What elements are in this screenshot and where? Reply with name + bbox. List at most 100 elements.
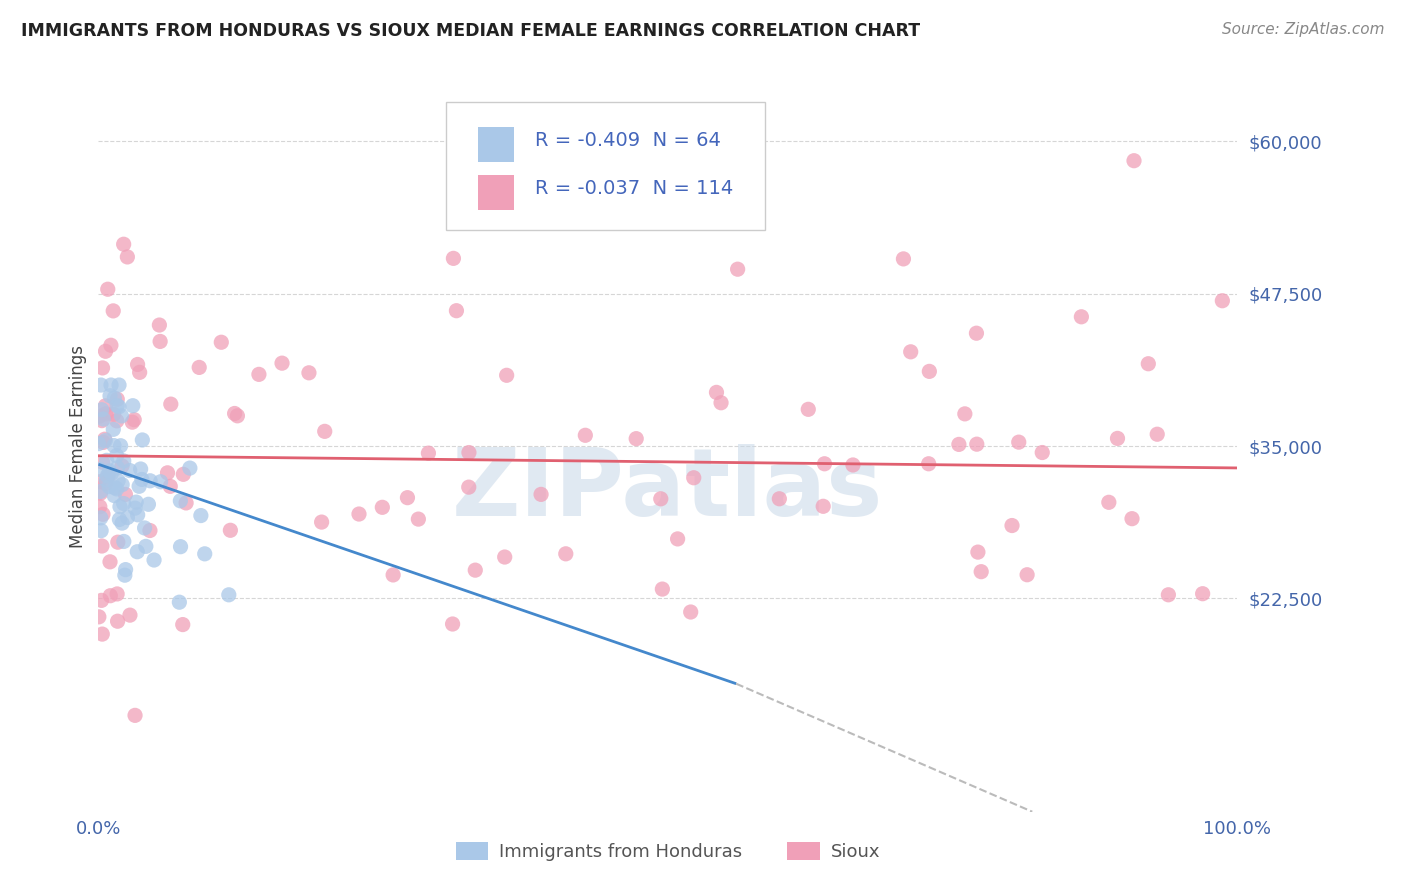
Point (530, 487, 553, 501)
Point (1137, 357, 1160, 371)
Point (103, 489, 125, 503)
Point (100, 338, 122, 352)
Point (128, 365, 150, 379)
Point (117, 510, 139, 524)
Point (127, 508, 149, 522)
Point (107, 614, 129, 628)
Point (90, 524, 112, 538)
Point (108, 400, 131, 414)
Point (298, 366, 321, 380)
Point (96, 453, 118, 467)
Point (91, 360, 114, 375)
Text: R = -0.409  N = 64: R = -0.409 N = 64 (534, 131, 720, 151)
Point (87, 610, 110, 624)
Point (94, 344, 117, 359)
Point (98, 589, 121, 603)
Point (271, 356, 294, 370)
Point (112, 534, 135, 549)
Point (495, 368, 517, 383)
Point (666, 532, 689, 546)
Point (89, 475, 111, 489)
Point (112, 497, 135, 511)
Point (90, 593, 112, 607)
Point (464, 563, 486, 577)
Point (118, 463, 141, 477)
Point (108, 378, 131, 392)
Point (108, 512, 131, 526)
Point (706, 385, 728, 400)
Point (218, 588, 240, 602)
Point (125, 495, 148, 509)
Text: Source: ZipAtlas.com: Source: ZipAtlas.com (1222, 22, 1385, 37)
Point (194, 547, 217, 561)
Point (371, 500, 394, 515)
Point (105, 587, 128, 601)
Point (190, 508, 212, 523)
Point (1070, 310, 1092, 324)
Point (226, 409, 249, 423)
Point (135, 540, 157, 554)
Point (94, 476, 117, 491)
Point (408, 512, 430, 526)
Point (91, 435, 114, 450)
Point (124, 501, 146, 516)
Point (98, 480, 121, 494)
Point (117, 250, 139, 264)
Point (457, 480, 479, 494)
Point (111, 477, 134, 491)
Point (948, 437, 970, 451)
Point (710, 396, 733, 410)
Point (89, 484, 111, 499)
Point (1031, 445, 1053, 459)
Point (139, 524, 162, 538)
Point (1008, 435, 1031, 450)
Point (149, 334, 172, 349)
Point (965, 326, 987, 341)
Point (107, 474, 129, 488)
Point (727, 262, 749, 277)
Point (650, 491, 672, 506)
Point (129, 462, 152, 476)
Point (118, 608, 141, 623)
Point (131, 472, 153, 486)
Point (1121, 511, 1143, 525)
Point (917, 457, 939, 471)
Point (100, 467, 122, 481)
Point (107, 535, 129, 549)
Point (247, 368, 270, 382)
Point (127, 545, 149, 559)
Point (94, 399, 117, 413)
Point (159, 479, 181, 493)
Point (174, 496, 197, 510)
Point (347, 507, 370, 521)
Point (953, 407, 976, 421)
Point (103, 391, 125, 405)
Point (188, 360, 211, 375)
Point (494, 549, 516, 564)
Point (131, 433, 153, 447)
Point (679, 605, 702, 619)
Point (90, 539, 112, 553)
Point (110, 409, 132, 423)
Point (128, 479, 150, 493)
Point (96, 468, 118, 483)
FancyBboxPatch shape (446, 103, 765, 230)
Point (87, 436, 110, 450)
Point (624, 432, 647, 446)
Point (651, 582, 673, 596)
Point (574, 428, 596, 442)
Point (105, 449, 128, 463)
Point (209, 335, 232, 350)
Point (90, 414, 112, 428)
Point (139, 474, 162, 488)
Point (813, 457, 835, 471)
Point (90, 378, 112, 392)
Point (918, 364, 941, 378)
Point (105, 392, 128, 407)
Point (97, 469, 120, 483)
Point (1146, 427, 1168, 442)
Point (111, 458, 134, 473)
Point (105, 482, 128, 496)
Point (91, 412, 114, 426)
Text: R = -0.037  N = 114: R = -0.037 N = 114 (534, 179, 733, 198)
